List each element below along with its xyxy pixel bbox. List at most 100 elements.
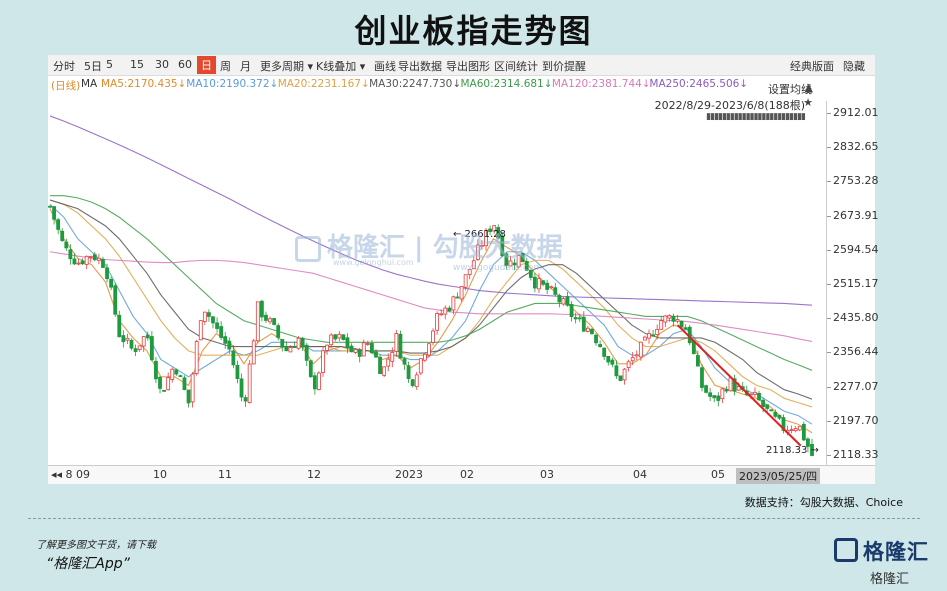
candlestick-chart[interactable]: ← 2661.28 2118.33 → [48,55,875,483]
candle-body [247,363,252,403]
star-icon[interactable]: ★ [803,96,813,109]
toolbar-item[interactable]: 5 [106,58,113,71]
candle-body [308,360,313,378]
toolbar-item[interactable]: 30 [155,58,169,71]
x-tick-label: 11 [218,468,232,481]
candle-body [447,307,452,312]
toolbar-item[interactable]: 导出数据 [398,60,442,73]
toolbar-item[interactable]: 分时 [53,60,75,73]
candle-body [496,227,501,239]
toolbar-item[interactable]: K线叠加 ▾ [316,60,366,73]
y-tick-label: 2912.01 [833,105,879,119]
candle-body [361,342,366,357]
toolbar-item[interactable]: 日 [197,56,216,74]
candle-body [524,261,529,271]
toolbar-item[interactable]: 更多周期 ▾ [260,60,314,73]
candle-body [663,315,668,323]
y-tick-label: 2673.91 [833,208,879,222]
candle-body [390,352,395,362]
y-tick-mark [827,112,831,114]
range-label: 2022/8/29-2023/6/8(188根) [654,99,805,112]
candle-body [492,225,497,232]
candle-body [797,425,802,431]
x-tick-label: 04 [633,468,647,481]
candle-body [154,360,158,380]
toolbar-item[interactable]: 区间统计 [494,60,538,73]
toolbar-item[interactable]: 周 [220,60,231,73]
candle-body [569,304,574,318]
collapse-triangle-icon[interactable]: ▲ [804,81,813,94]
candle-body [96,257,101,261]
candle-body [329,334,334,346]
candle-body [414,374,419,388]
ma-line-ma30 [49,199,813,400]
candle-body [186,389,191,404]
candle-body [80,260,85,265]
toolbar-item[interactable]: 60 [178,58,192,71]
toolbar-item[interactable]: 月 [240,60,251,73]
candle-body [158,376,162,389]
setting-ma-button[interactable]: 设置均线 [768,83,812,96]
candle-body [349,345,354,353]
high-annotation: ← 2661.28 [453,229,506,240]
candle-body [585,327,590,332]
candle-body [345,337,350,349]
x-axis: ◂◂ 8 09 10 11 12 2023 02 03 04 05 2023/05/25/四 [48,465,875,484]
candle-body [398,333,403,359]
candle-body [435,312,440,331]
candle-body [68,249,73,260]
candle-body [84,255,89,265]
candle-body [215,322,219,329]
toolbar-item[interactable]: 15 [130,58,144,71]
candle-body [475,244,480,260]
candle-body [806,438,810,447]
y-tick-mark [827,455,831,457]
candle-body [227,340,232,350]
candle-body [598,344,603,348]
candle-body [622,368,627,381]
range-slider-dots[interactable]: ▮▮▮▮▮▮▮▮▮▮▮▮▮▮▮▮▮▮▮▮▮▮▮▮▮ [706,112,806,122]
candle-body [219,326,224,338]
candle-body [239,378,244,398]
toolbar-item[interactable]: 画线 [374,60,396,73]
ma-line-ma20 [49,199,813,408]
y-tick-mark [827,215,831,217]
candle-body [162,389,166,392]
candle-body [769,409,774,412]
candle-body [394,333,399,352]
candle-body [793,427,798,432]
ma-line-ma120 [49,251,813,342]
footer-note: 了解更多图文干货，请下载 [36,540,156,551]
x-tick-label: 12 [307,468,321,481]
y-tick-label: 2832.65 [833,140,879,154]
candle-body [724,389,729,392]
candle-body [634,354,639,357]
toolbar-item[interactable]: 导出图形 [446,60,490,73]
toolbar-right-item[interactable]: 隐藏 [843,60,865,73]
candle-body [720,388,725,400]
toolbar-item[interactable]: 5日 [84,60,102,73]
candle-body [577,317,582,320]
toolbar-item[interactable]: 到价提醒 [542,60,586,73]
candle-body [402,358,407,365]
candle-body [647,333,651,339]
toolbar-right-item[interactable]: 经典版面 [790,60,834,73]
candle-body [736,386,741,391]
candle-body [109,278,114,288]
x-tick-label: 02 [460,468,474,481]
candle-body [696,355,700,367]
x-tick-label: 10 [153,468,167,481]
candle-body [378,356,382,375]
candle-body [333,334,338,340]
candle-body [259,300,264,318]
candle-body [614,365,619,377]
candle-body [292,346,297,348]
candle-body [133,348,138,352]
ma-legend: (日线) MA MA5:2170.435↓ MA10:2190.372↓ MA20:22… [48,76,875,94]
page-title: 创业板指走势图 [354,12,593,50]
candle-body [557,295,562,303]
y-tick-mark [827,386,831,388]
candle-body [386,358,391,367]
ma-line-ma60 [50,195,813,371]
candle-body [48,205,52,208]
